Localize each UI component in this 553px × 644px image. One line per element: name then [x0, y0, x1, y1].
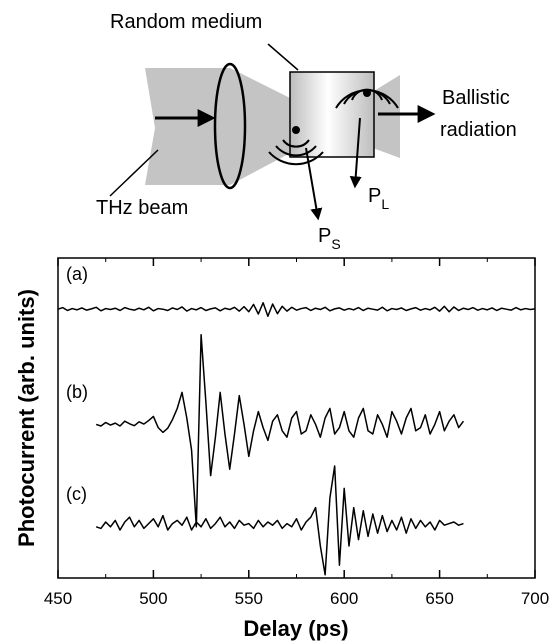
label: P [318, 225, 331, 247]
output-label: Ballistic [442, 87, 510, 109]
x-tick-label: 650 [425, 589, 453, 608]
beam-label: THz beam [96, 197, 188, 219]
scatterer-label: PS [318, 225, 341, 252]
x-tick-label: 600 [330, 589, 358, 608]
beam-focus [230, 68, 330, 185]
chart: Delay (ps) Photocurrent (arb. units) 450… [14, 257, 549, 641]
output-label: radiation [440, 119, 517, 141]
series-label: (a) [66, 264, 88, 284]
y-axis-label: Photocurrent (arb. units) [14, 289, 39, 547]
wavefronts [268, 88, 399, 166]
series-line [57, 302, 536, 317]
label: P [368, 185, 381, 207]
x-tick-label: 450 [44, 589, 72, 608]
series-label: (b) [66, 382, 88, 402]
pointer [267, 43, 299, 71]
subscript: L [381, 196, 389, 212]
subscript: S [331, 236, 340, 252]
x-axis-label: Delay (ps) [243, 616, 348, 641]
plot-frame [57, 257, 536, 579]
series-label: (c) [66, 484, 87, 504]
scatter-arrow [349, 117, 362, 189]
series-line [95, 334, 465, 528]
pointer [109, 149, 159, 197]
scatter-arrow [305, 147, 323, 221]
random-medium [289, 71, 375, 158]
scatterer-label: PL [368, 185, 389, 212]
diagram: Random medium Ballistic radiation THz be… [96, 11, 517, 252]
x-tick-label: 550 [235, 589, 263, 608]
beam [145, 68, 230, 185]
x-tick-label: 500 [139, 589, 167, 608]
scatterer [292, 126, 300, 134]
x-tick-label: 700 [521, 589, 549, 608]
series-line [95, 465, 464, 576]
medium-label: Random medium [110, 11, 262, 33]
